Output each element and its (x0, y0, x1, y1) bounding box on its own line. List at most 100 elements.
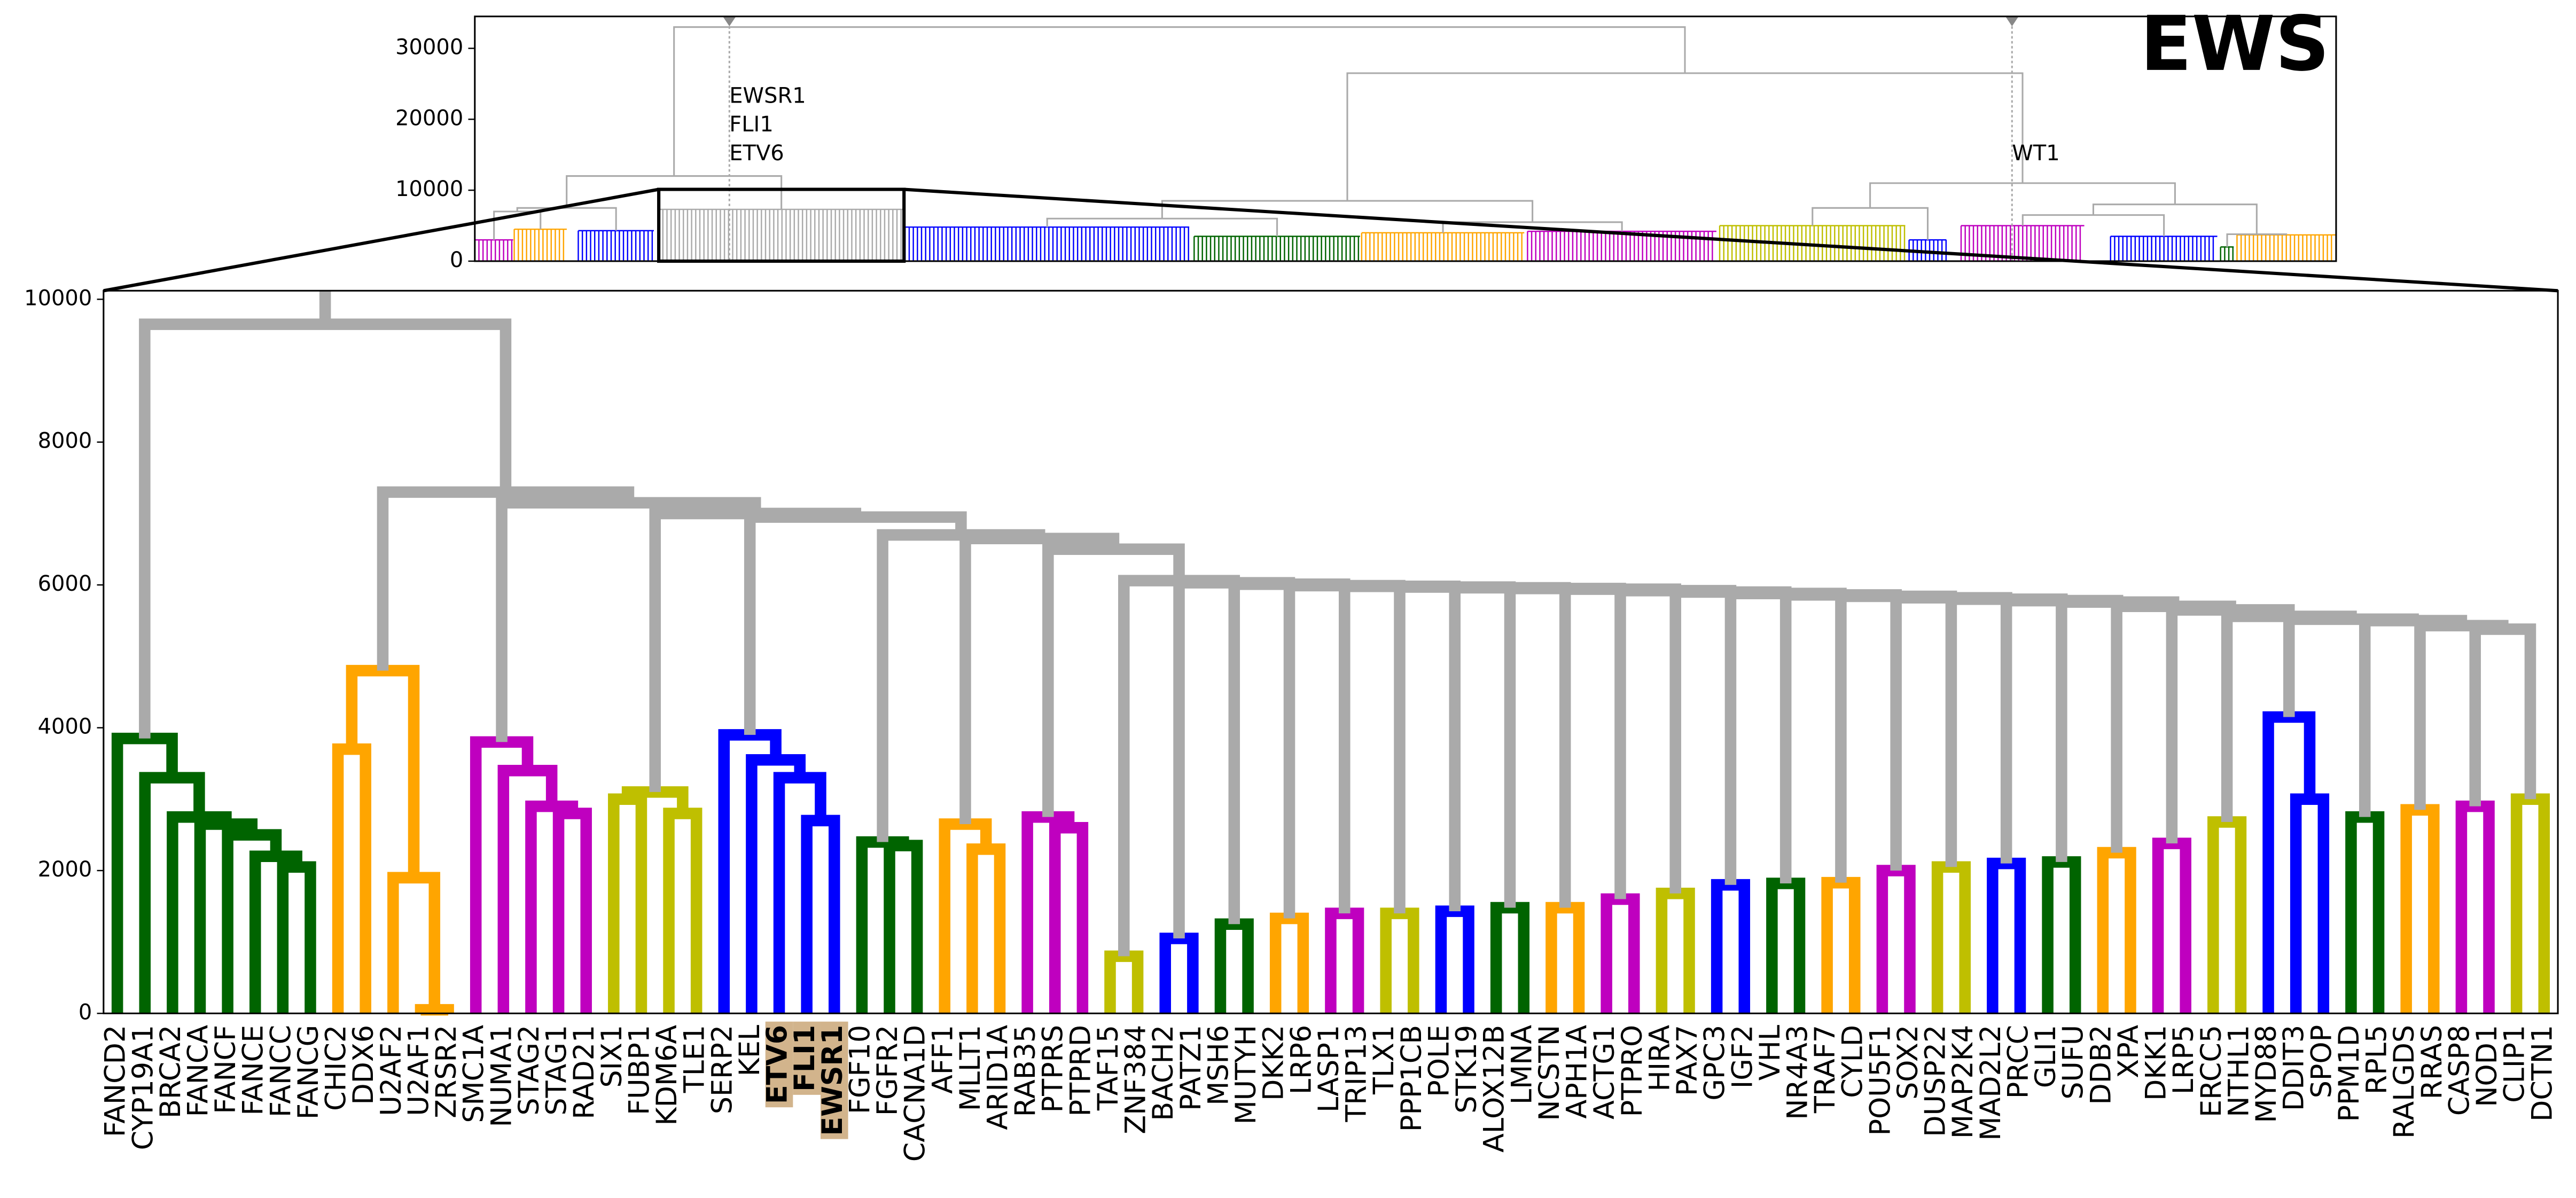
link (1545, 902, 1585, 1014)
leaf-label: LRP6 (1285, 1025, 1317, 1094)
leaf-label: CLIP1 (2499, 1025, 2531, 1103)
leaf-label: SERP2 (706, 1025, 738, 1114)
y-tick-label: 30000 (395, 35, 463, 60)
leaf-label: SMC1A (458, 1025, 490, 1123)
link (332, 743, 371, 1014)
leaf-label: MAD2L2 (1974, 1025, 2007, 1141)
leaf-label: RALGDS (2388, 1025, 2421, 1139)
overview-cluster (2110, 236, 2218, 261)
link (1490, 902, 1530, 1014)
link (111, 732, 178, 1014)
leaf-label: CYLD (1837, 1025, 1869, 1098)
link (1269, 912, 1309, 1014)
leaf-label: PPP1CB (1395, 1025, 1428, 1132)
leaf-label: IGF2 (1726, 1025, 1759, 1089)
link (1614, 585, 1737, 899)
leaf-label: FANCC (264, 1025, 297, 1117)
link (1876, 865, 1916, 1014)
leaf-label: GPC3 (1699, 1025, 1731, 1101)
link (608, 793, 647, 1014)
link (1766, 878, 1806, 1014)
link (1042, 543, 1185, 817)
link (1118, 575, 1240, 957)
link (1159, 933, 1199, 1014)
leaf-label: ETV6 (761, 1025, 794, 1104)
leaf-label: MSH6 (1202, 1025, 1235, 1106)
leaf-label: ACTG1 (1588, 1025, 1621, 1119)
overview-cluster (2220, 246, 2234, 261)
link (1104, 950, 1144, 1014)
link (1656, 887, 1695, 1014)
leaf-label: PATZ1 (1175, 1025, 1207, 1111)
leaf-label: CYP19A1 (127, 1025, 159, 1150)
leaf-label: PAX7 (1671, 1025, 1704, 1096)
leaf-label: MLLT1 (954, 1025, 987, 1111)
leaf-label: CASP8 (2443, 1025, 2476, 1116)
y-tick-label: 0 (450, 248, 463, 272)
leaf-label: FANCE (237, 1025, 270, 1116)
leaf-label: DCTN1 (2526, 1025, 2558, 1122)
overview-cluster (904, 226, 1190, 261)
overview-link (1161, 200, 1534, 222)
leaf-label: TLE1 (678, 1025, 711, 1093)
link (959, 533, 1120, 825)
leaf-label: SPOP (2305, 1025, 2338, 1098)
leaf-label: EWSR1 (816, 1025, 849, 1136)
leaf-label: GLI1 (2029, 1025, 2062, 1088)
y-tick-label: 6000 (38, 571, 92, 596)
overview-cluster (1960, 225, 2085, 261)
link (2221, 610, 2357, 823)
overview-cluster (1527, 230, 1716, 261)
link (1435, 905, 1474, 1014)
link (377, 486, 635, 671)
leaf-label: RAB35 (1009, 1025, 1042, 1117)
overview-link (1046, 217, 1278, 237)
leaf-label: KDM6A (651, 1025, 683, 1126)
overview-cluster (1193, 236, 1360, 261)
marker-label: WT1 (2012, 141, 2059, 166)
leaf-label: STAG1 (541, 1025, 573, 1116)
link (773, 772, 826, 1014)
leaf-label: NTHL1 (2222, 1025, 2255, 1117)
leaf-label: TRAF7 (1809, 1025, 1841, 1114)
leaf-label: TAF15 (1092, 1025, 1125, 1111)
leaf-label: CHIC2 (320, 1025, 353, 1111)
link (1821, 876, 1861, 1014)
overview-cluster (474, 239, 513, 261)
leaf-label: DKK2 (1258, 1025, 1290, 1101)
link (1214, 918, 1254, 1014)
leaf-label: APH1A (1561, 1025, 1594, 1119)
leaf-label: ARID1A (982, 1025, 1014, 1130)
overview-link (2092, 203, 2258, 234)
overview-cluster (658, 208, 904, 261)
link (2042, 856, 2081, 1014)
link (1049, 821, 1089, 1014)
leaf-label: DDX6 (347, 1025, 380, 1105)
leaf-label: PRCC (2002, 1025, 2034, 1099)
link (2207, 816, 2247, 1014)
leaf-label: LMNA (1505, 1025, 1538, 1105)
link (1380, 907, 1419, 1014)
chart-title: EWS (2140, 1, 2329, 88)
overview-link (1812, 207, 1929, 240)
link (2510, 793, 2550, 1014)
link (2469, 623, 2536, 807)
leaf-label: KEL (733, 1025, 766, 1076)
marker-label: FLI1 (729, 112, 773, 137)
leaf-label: PPM1D (2333, 1025, 2366, 1122)
zoom-connector (904, 187, 2558, 293)
y-tick-label: 10000 (24, 286, 92, 310)
link (2359, 615, 2468, 817)
link (663, 808, 702, 1014)
y-tick-label: 20000 (395, 106, 463, 130)
overview-cluster (513, 228, 567, 261)
marker-triangle (723, 16, 736, 27)
overview-link (1869, 182, 2176, 208)
leaf-label: MAP2K4 (1947, 1025, 1979, 1139)
link (470, 736, 534, 1014)
leaf-label: ERCC5 (2195, 1025, 2228, 1117)
leaf-label: POU5F1 (1864, 1025, 1896, 1136)
leaf-label: TLX1 (1368, 1025, 1400, 1095)
link (1931, 861, 1971, 1014)
leaf-label: PTPRS (1037, 1025, 1070, 1113)
